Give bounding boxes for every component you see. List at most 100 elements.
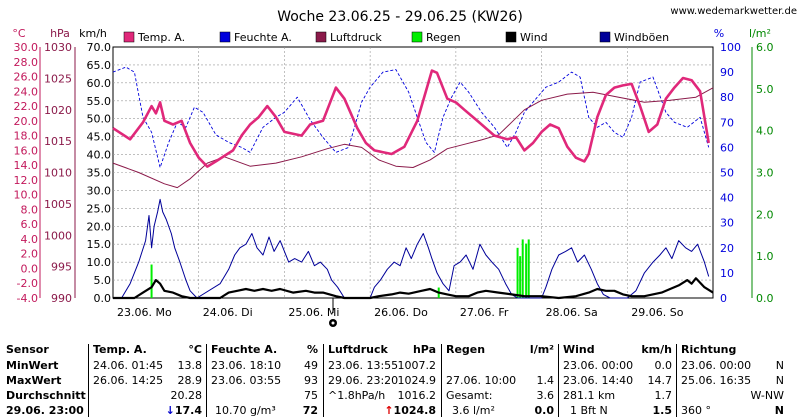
min-temp-value: 13.8 [177,359,203,372]
wind-tick-label: 70.0 [87,41,112,54]
legend-label: Feuchte A. [234,31,292,44]
humidity-tick-label: 0 [720,292,727,305]
cur-dir-value: N [774,404,784,417]
humidity-tick-label: 50 [720,167,734,180]
temperature-line [112,69,710,168]
cur-rain-value: 0.0 [534,404,555,417]
temp-tick-label: 18.0 [14,130,39,143]
temp-tick-label: 20.0 [14,115,39,128]
humidity-tick-label: 60 [720,141,734,154]
temp-tick-label: 26.0 [14,71,39,84]
left-axes: 30.0 28.0 26.024.0 22.0 20.0 18.016.0 14.0 12.0… [14,41,112,305]
cur-pres-text: 1024.8 [393,404,436,417]
legend-label: Temp. A. [137,31,185,44]
temp-tick-label: -2.0 [17,277,38,290]
wind-tick-label: 0.0 [94,292,112,305]
pressure-tick-label: 1030 [44,41,72,54]
temp-tick-label: 30.0 [14,41,39,54]
temp-tick-label: 10.0 [14,189,39,202]
x-tick-label: 26.06. Do [374,306,428,319]
wind-tick-label: 5.0 [94,274,112,287]
avg-wind-value: 1.7 [654,389,673,402]
pressure-tick-label: 1020 [44,104,72,117]
header-sensor: Sensor [6,343,49,356]
wind-unit-label: km/h [79,27,107,40]
rain-tick-label: 1.0 [756,250,774,263]
pressure-tick-label: 1025 [44,72,72,85]
avg-hum-value: 75 [304,389,318,402]
temp-tick-label: -4.0 [17,292,38,305]
wind-tick-label: 25.0 [87,202,112,215]
cur-hum-value: 72 [302,404,318,417]
row-current-label: 29.06. 23:00 [6,404,84,417]
temp-tick-label: 8.0 [21,203,39,216]
humidity-unit-label: % [714,27,724,40]
cur-temp-text: 17.4 [174,404,202,417]
header-rain: Regen [446,343,486,356]
wind-tick-label: 60.0 [87,77,112,90]
min-hum-value: 49 [304,359,318,372]
temp-tick-label: 12.0 [14,174,39,187]
x-tick-label: 24.06. Di [203,306,253,319]
avg-pres-trend: ^1.8hPa/h [328,389,386,402]
temp-tick-label: 6.0 [21,218,39,231]
rain-unit-label: l/m² [749,27,771,40]
temp-tick-label: 28.0 [14,56,39,69]
legend-label: Windböen [614,31,669,44]
chart-title: Woche 23.06.25 - 29.06.25 (KW26) [277,9,523,25]
avg-rain-label: Gesamt: [446,389,493,402]
wind-tick-label: 50.0 [87,113,112,126]
x-tick-label: 28.06. Sa [546,306,598,319]
pressure-tick-label: 1005 [44,198,72,211]
wind-tick-label: 30.0 [87,184,112,197]
temp-unit-label: °C [12,27,26,40]
header-temp-unit: °C [188,343,202,356]
wind-tick-label: 20.0 [87,220,112,233]
stats-table: Sensor Temp. A. °C Feuchte A. % Luftdruc… [0,340,800,417]
current-position-marker-center [331,321,335,325]
header-rain-unit: l/m² [529,343,554,356]
legend-swatch [411,31,423,43]
gust-line [113,198,710,299]
pressure-tick-label: 1015 [44,135,72,148]
wind-tick-label: 55.0 [87,95,112,108]
legend-label: Wind [520,31,548,44]
temp-tick-label: 14.0 [14,159,39,172]
up-arrow-icon: ↑ [384,404,394,417]
legend: Temp. A. Feuchte A. Luftdruck Regen Wind Wind… [123,31,669,44]
humidity-tick-label: 40 [720,192,734,205]
humidity-tick-label: 20 [720,242,734,255]
row-avg-label: Durchschnitt [6,389,86,402]
wind-tick-label: 45.0 [87,131,112,144]
min-temp-time: 24.06. 01:45 [93,359,164,372]
legend-swatch [505,31,517,43]
pressure-tick-label: 1010 [44,167,72,180]
pressure-tick-label: 1000 [44,229,72,242]
temp-tick-label: 16.0 [14,144,39,157]
x-tick-label: 23.06. Mo [117,306,172,319]
temp-tick-label: 0.0 [21,262,39,275]
max-temp-value: 28.9 [177,374,203,387]
cur-wind-bft: 1 Bft N [570,404,608,417]
wind-tick-label: 15.0 [87,238,112,251]
avg-rain-value: 3.6 [536,389,555,402]
avg-pres-value: 1016.2 [397,389,437,402]
wind-tick-label: 35.0 [87,167,112,180]
x-tick-label: 25.06. Mi [288,306,339,319]
min-wind-time: 23.06. 00:00 [563,359,634,372]
wind-tick-label: 10.0 [87,256,112,269]
min-pres-time: 23.06. 13:55 [328,359,399,372]
cur-rain-total: 3.6 l/m² [452,404,495,417]
pressure-tick-label: 990 [51,292,72,305]
legend-swatch [315,31,327,43]
cur-temp-value: ↓17.4 [150,403,202,418]
wind-tick-label: 65.0 [87,59,112,72]
temp-tick-label: 24.0 [14,85,39,98]
cur-abs-humidity: 10.70 g/m³ [215,404,276,417]
cur-pres-value: ↑1024.8 [370,403,436,418]
min-dir-time: 23.06. 00:00 [681,359,752,372]
rain-tick-label: 3.0 [756,167,774,180]
pressure-line [112,87,714,189]
rain-tick-label: 6.0 [756,41,774,54]
legend-swatch [219,31,231,43]
